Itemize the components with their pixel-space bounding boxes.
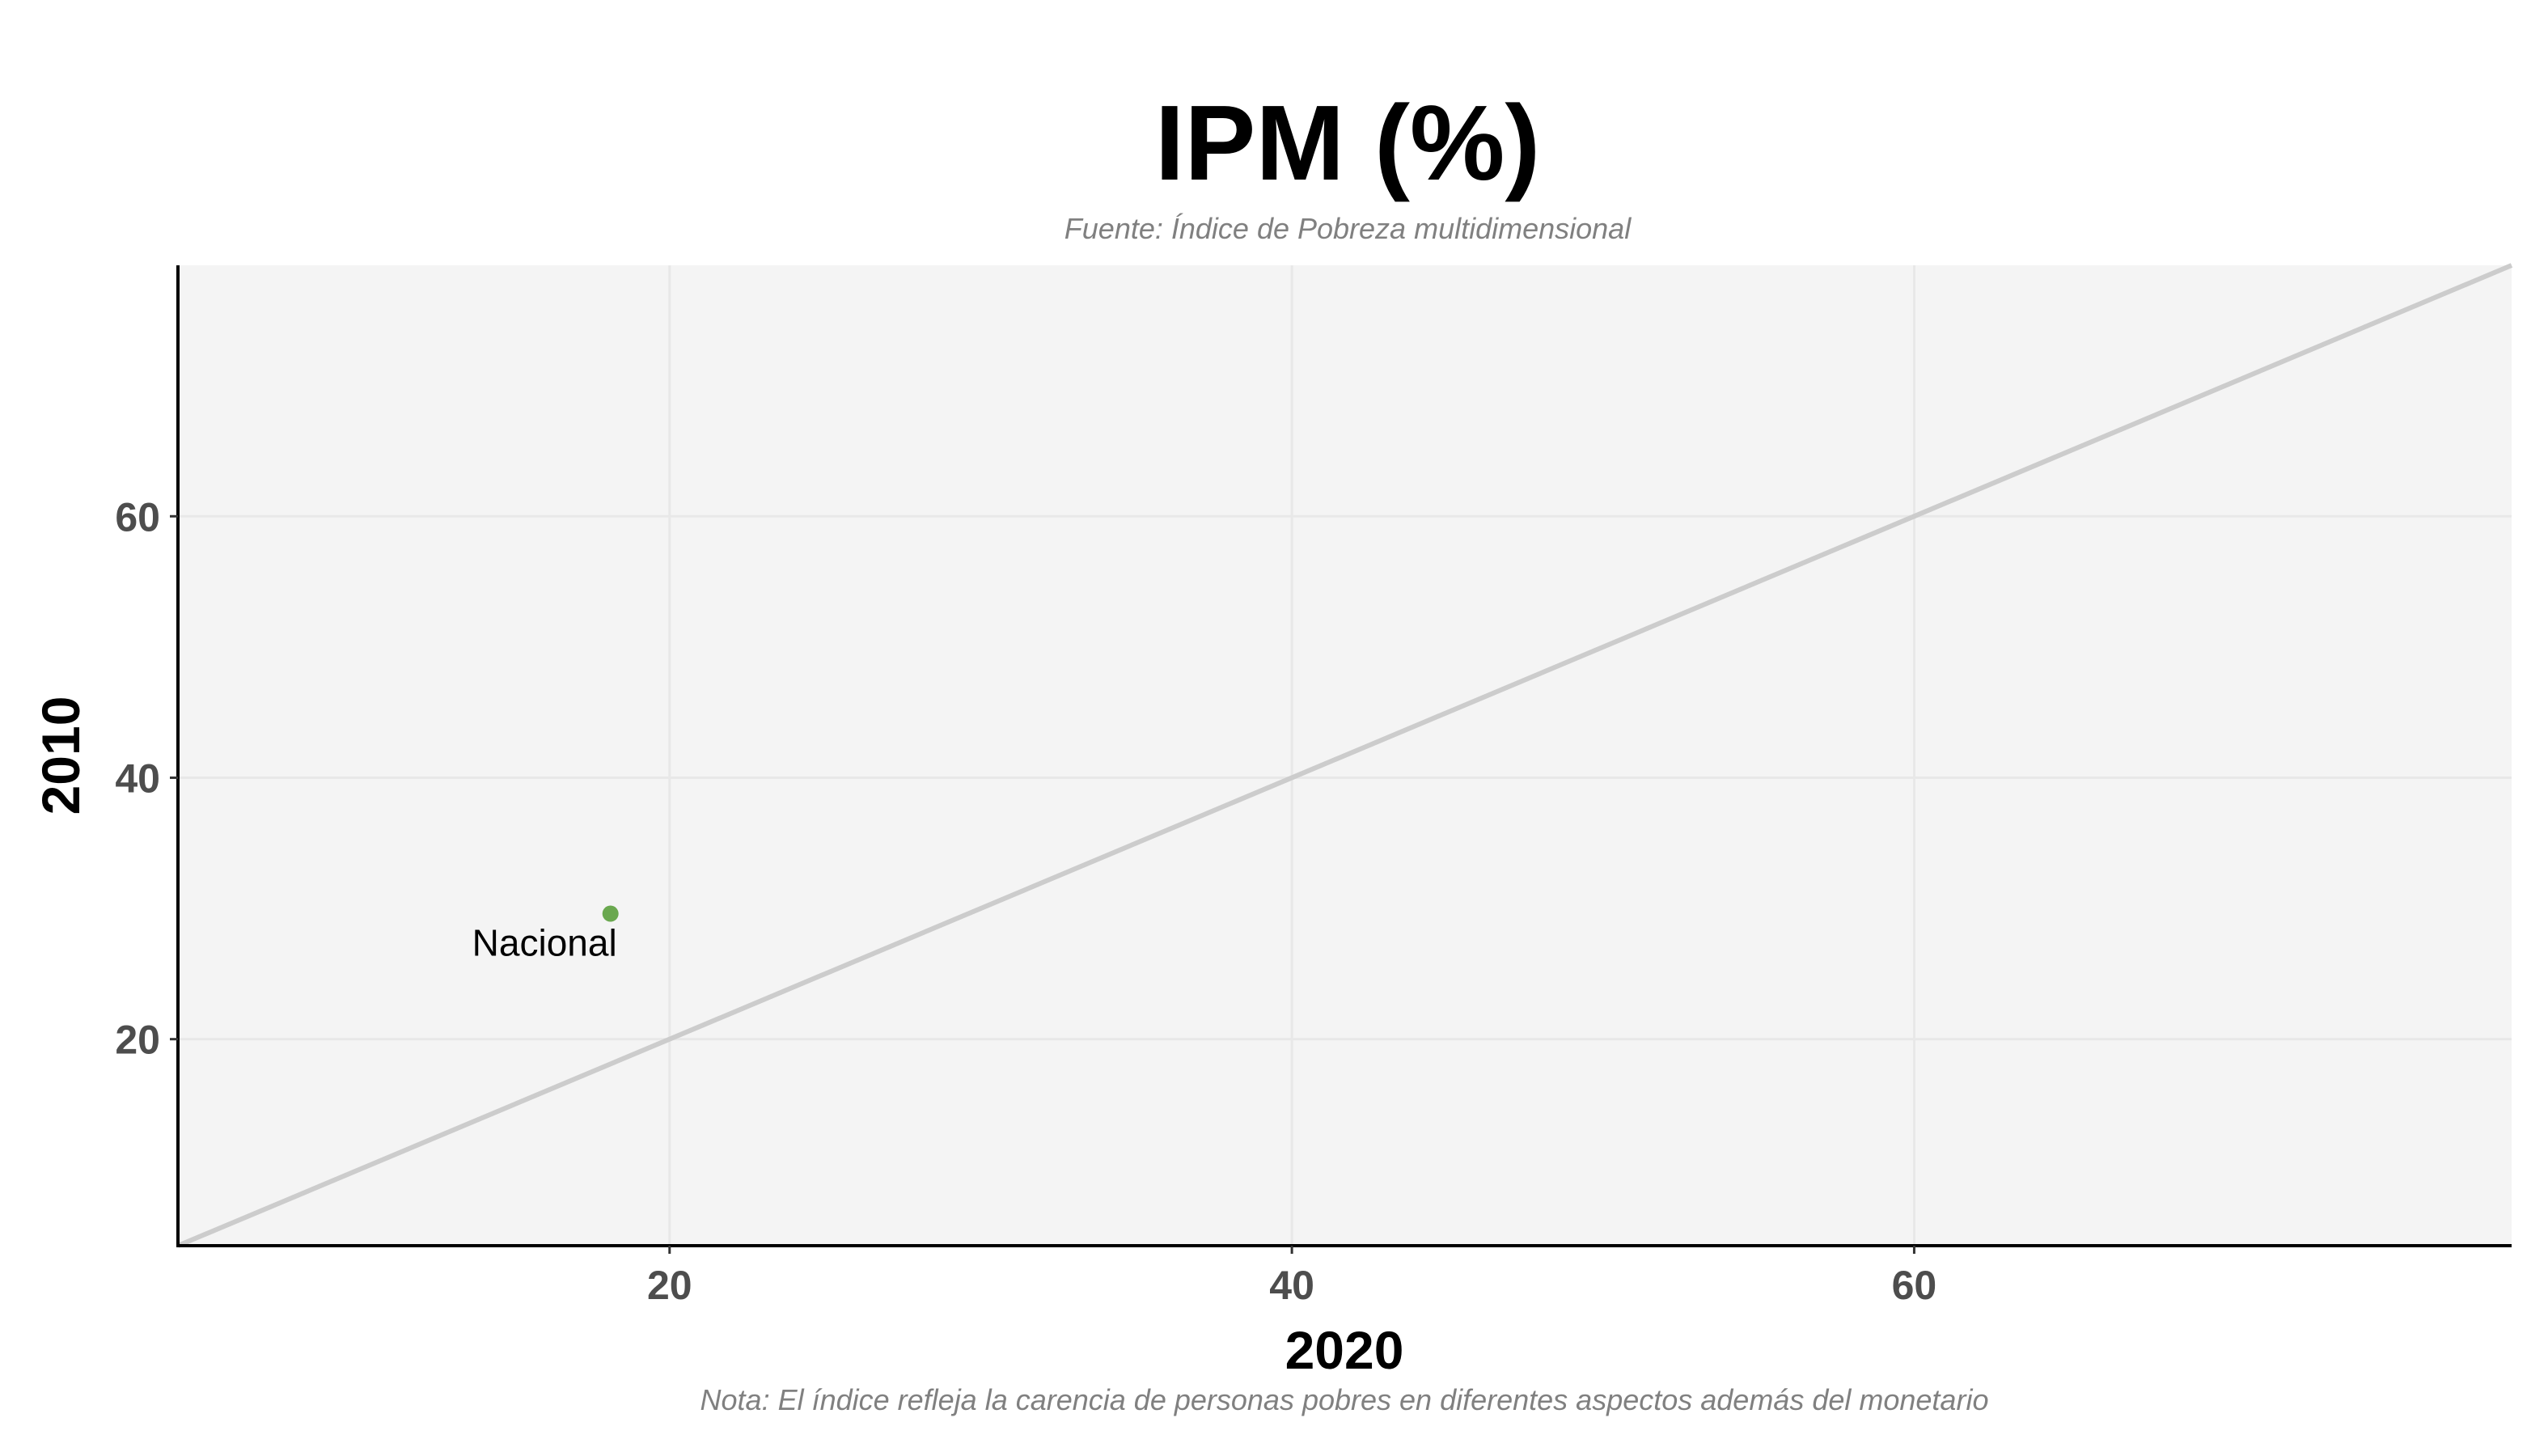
- data-points: Nacional: [472, 905, 619, 964]
- data-point-label-nacional: Nacional: [472, 922, 617, 964]
- chart-title: IPM (%): [1155, 83, 1541, 202]
- chart-caption: Nota: El índice refleja la carencia de p…: [700, 1383, 1989, 1416]
- x-tick-label-40: 40: [1269, 1263, 1314, 1308]
- x-axis-ticks: 20 40 60: [647, 1246, 1936, 1308]
- grid-lines: [178, 265, 2512, 1246]
- data-point-nacional: [602, 905, 619, 922]
- x-tick-label-20: 20: [647, 1263, 692, 1308]
- y-tick-label-40: 40: [115, 756, 160, 801]
- chart-subtitle: Fuente: Índice de Pobreza multidimension…: [1064, 212, 1632, 245]
- x-axis-title: 2020: [1285, 1320, 1404, 1380]
- y-tick-label-60: 60: [115, 494, 160, 540]
- y-axis-ticks: 20 40 60: [115, 494, 178, 1063]
- identity-reference-line: [176, 263, 2513, 1248]
- x-tick-label-60: 60: [1892, 1263, 1937, 1308]
- y-tick-label-20: 20: [115, 1018, 160, 1063]
- y-axis-title: 2010: [31, 696, 91, 815]
